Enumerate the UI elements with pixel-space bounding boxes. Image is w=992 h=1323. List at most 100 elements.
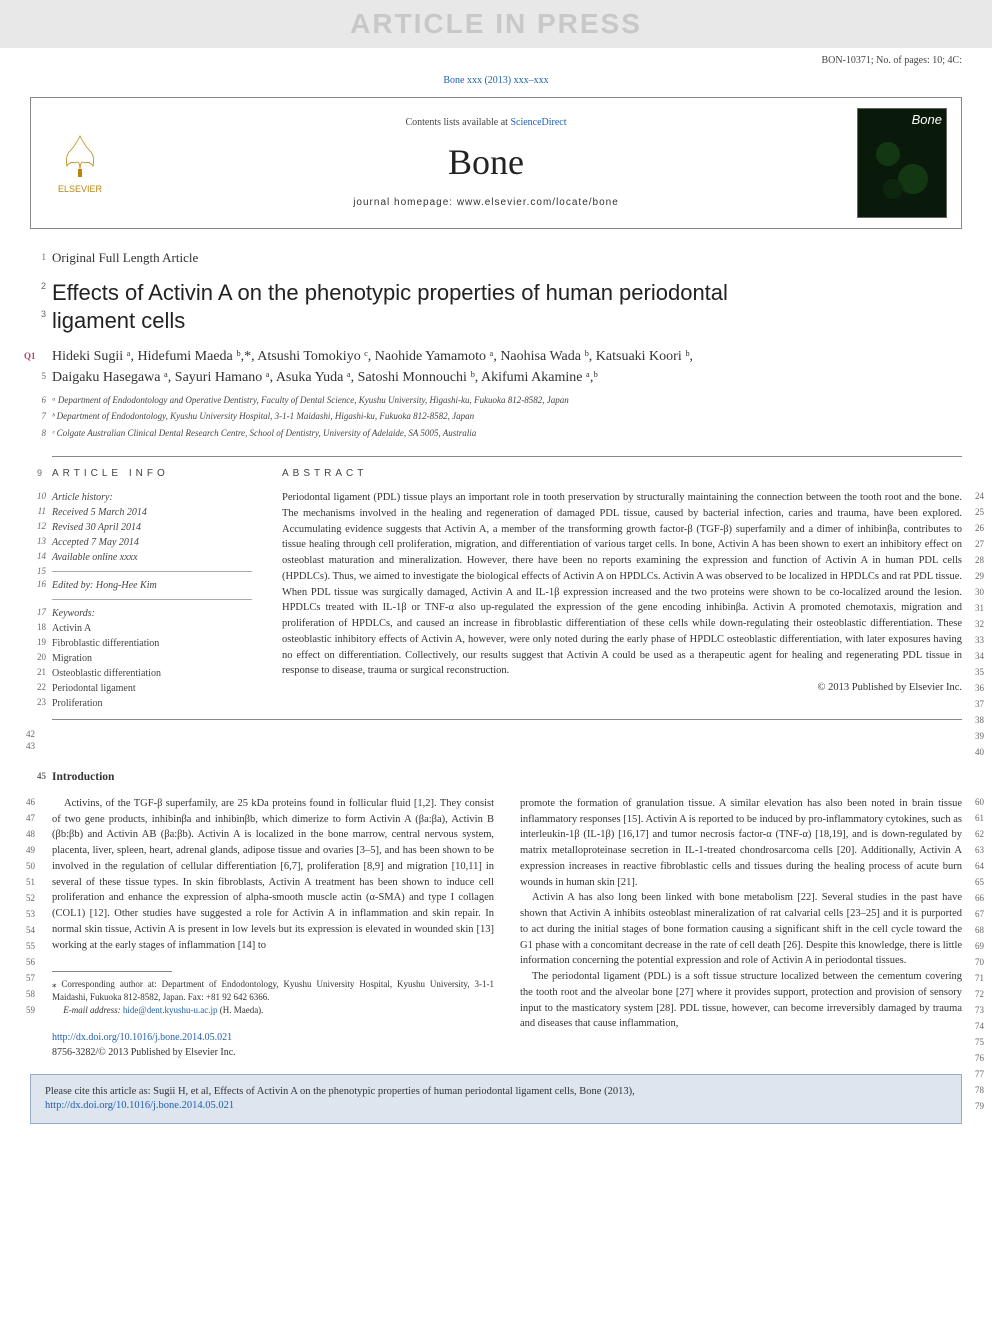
article-info-column: 9 article info 10Article history: 11Rece… <box>52 467 252 712</box>
history-label: Article history: <box>52 492 113 503</box>
article-type: 1 Original Full Length Article <box>30 241 962 275</box>
line-num: 34 <box>975 650 984 664</box>
line-num: 32 <box>975 618 984 632</box>
line-num: 16 <box>26 578 46 592</box>
line-num: 64 <box>975 860 984 874</box>
available-date: Available online xxxx <box>52 552 138 563</box>
line-num: 11 <box>26 505 46 519</box>
sciencedirect-link[interactable]: ScienceDirect <box>510 117 566 128</box>
line-num: 23 <box>26 696 46 710</box>
elsevier-tree-icon <box>55 131 105 181</box>
body-paragraph: The periodontal ligament (PDL) is a soft… <box>520 969 962 1032</box>
line-num: 5 <box>26 370 46 384</box>
line-num: 19 <box>26 636 46 650</box>
keywords-label: Keywords: <box>52 608 95 619</box>
line-num: 54 <box>26 924 35 938</box>
doi-link[interactable]: http://dx.doi.org/10.1016/j.bone.2014.05… <box>52 1032 232 1043</box>
line-num: 45 <box>26 770 46 782</box>
footnote-separator <box>52 971 172 972</box>
query-marker: Q1 <box>24 350 36 364</box>
line-num: 3 <box>26 309 46 321</box>
line-num: 74 <box>975 1020 984 1034</box>
publisher-name: ELSEVIER <box>58 183 102 195</box>
body-paragraph: promote the formation of granulation tis… <box>520 796 962 891</box>
abstract-text: Periodontal ligament (PDL) tissue plays … <box>282 490 962 679</box>
edited-by: Edited by: Hong-Hee Kim <box>52 580 157 591</box>
line-num: 46 <box>26 796 35 810</box>
line-num: 42 <box>26 729 35 739</box>
keyword: Fibroblastic differentiation <box>52 638 159 649</box>
line-num: 2 <box>26 281 46 293</box>
keyword: Periodontal ligament <box>52 683 136 694</box>
copyright-line: © 2013 Published by Elsevier Inc. <box>282 681 962 695</box>
line-num: 73 <box>975 1004 984 1018</box>
line-num: 79 <box>975 1100 984 1114</box>
keyword: Osteoblastic differentiation <box>52 668 161 679</box>
contents-available: Contents lists available at ScienceDirec… <box>129 116 843 130</box>
line-num: 58 <box>26 988 35 1002</box>
line-num: 67 <box>975 908 984 922</box>
line-num: 24 <box>975 490 984 504</box>
line-num: 20 <box>26 651 46 665</box>
journal-homepage: journal homepage: www.elsevier.com/locat… <box>129 196 843 210</box>
line-num: 77 <box>975 1068 984 1082</box>
press-watermark-text: ARTICLE IN PRESS <box>350 5 642 43</box>
keyword: Activin A <box>52 623 91 634</box>
line-num: 30 <box>975 586 984 600</box>
homepage-url[interactable]: www.elsevier.com/locate/bone <box>457 197 619 208</box>
line-num: 72 <box>975 988 984 1002</box>
line-num: 49 <box>26 844 35 858</box>
line-num: 51 <box>26 876 35 890</box>
journal-ref-link[interactable]: Bone xxx (2013) xxx–xxx <box>443 75 548 86</box>
body-paragraph: Activins, of the TGF-β superfamily, are … <box>52 796 494 954</box>
line-num: 38 <box>975 714 984 728</box>
issn-line: 8756-3282/© 2013 Published by Elsevier I… <box>52 1047 236 1058</box>
article-info-label: 9 article info <box>52 467 252 481</box>
line-num: 61 <box>975 812 984 826</box>
abstract-column: abstract Periodontal ligament (PDL) tiss… <box>282 467 962 712</box>
line-num: 68 <box>975 924 984 938</box>
line-num: 55 <box>26 940 35 954</box>
cite-doi-link[interactable]: http://dx.doi.org/10.1016/j.bone.2014.05… <box>45 1100 234 1111</box>
line-num: 39 <box>975 730 984 744</box>
affiliation-c: 8 ᶜ Colgate Australian Clinical Dental R… <box>30 425 962 442</box>
line-num: 13 <box>26 535 46 549</box>
line-num: 37 <box>975 698 984 712</box>
masthead-center: Contents lists available at ScienceDirec… <box>129 116 843 210</box>
line-num: 15 <box>26 565 46 579</box>
line-num: 17 <box>26 606 46 620</box>
journal-reference: Bone xxx (2013) xxx–xxx <box>0 70 992 98</box>
line-num: 25 <box>975 506 984 520</box>
line-num: 59 <box>26 1004 35 1018</box>
line-num: 7 <box>26 410 46 423</box>
line-num: 69 <box>975 940 984 954</box>
received-date: Received 5 March 2014 <box>52 507 147 518</box>
line-num: 1 <box>26 251 46 263</box>
line-num: 66 <box>975 892 984 906</box>
citation-box: Please cite this article as: Sugii H, et… <box>30 1074 962 1124</box>
line-num: 62 <box>975 828 984 842</box>
line-num: 18 <box>26 621 46 635</box>
divider <box>52 456 962 457</box>
line-num: 57 <box>26 972 35 986</box>
line-num: 63 <box>975 844 984 858</box>
line-num: 56 <box>26 956 35 970</box>
line-num: 40 <box>975 746 984 760</box>
email-link[interactable]: hide@dent.kyushu-u.ac.jp <box>123 1005 218 1015</box>
line-num: 71 <box>975 972 984 986</box>
line-num: 43 <box>26 741 35 751</box>
line-num: 70 <box>975 956 984 970</box>
press-watermark-bar: ARTICLE IN PRESS <box>0 0 992 48</box>
line-num: 33 <box>975 634 984 648</box>
body-column-left: 46 47 48 49 50 51 52 53 54 55 56 57 58 5… <box>52 796 494 1060</box>
line-num: 65 <box>975 876 984 890</box>
header-meta: BON-10371; No. of pages: 10; 4C: <box>0 48 992 70</box>
affiliation-b: 7 ᵇ Department of Endodontology, Kyushu … <box>30 408 962 425</box>
line-num: 78 <box>975 1084 984 1098</box>
line-num: 12 <box>26 520 46 534</box>
line-num: 6 <box>26 394 46 407</box>
revised-date: Revised 30 April 2014 <box>52 522 141 533</box>
doi-block: http://dx.doi.org/10.1016/j.bone.2014.05… <box>52 1030 494 1060</box>
publisher-logo: ELSEVIER <box>45 123 115 203</box>
keyword: Proliferation <box>52 698 103 709</box>
